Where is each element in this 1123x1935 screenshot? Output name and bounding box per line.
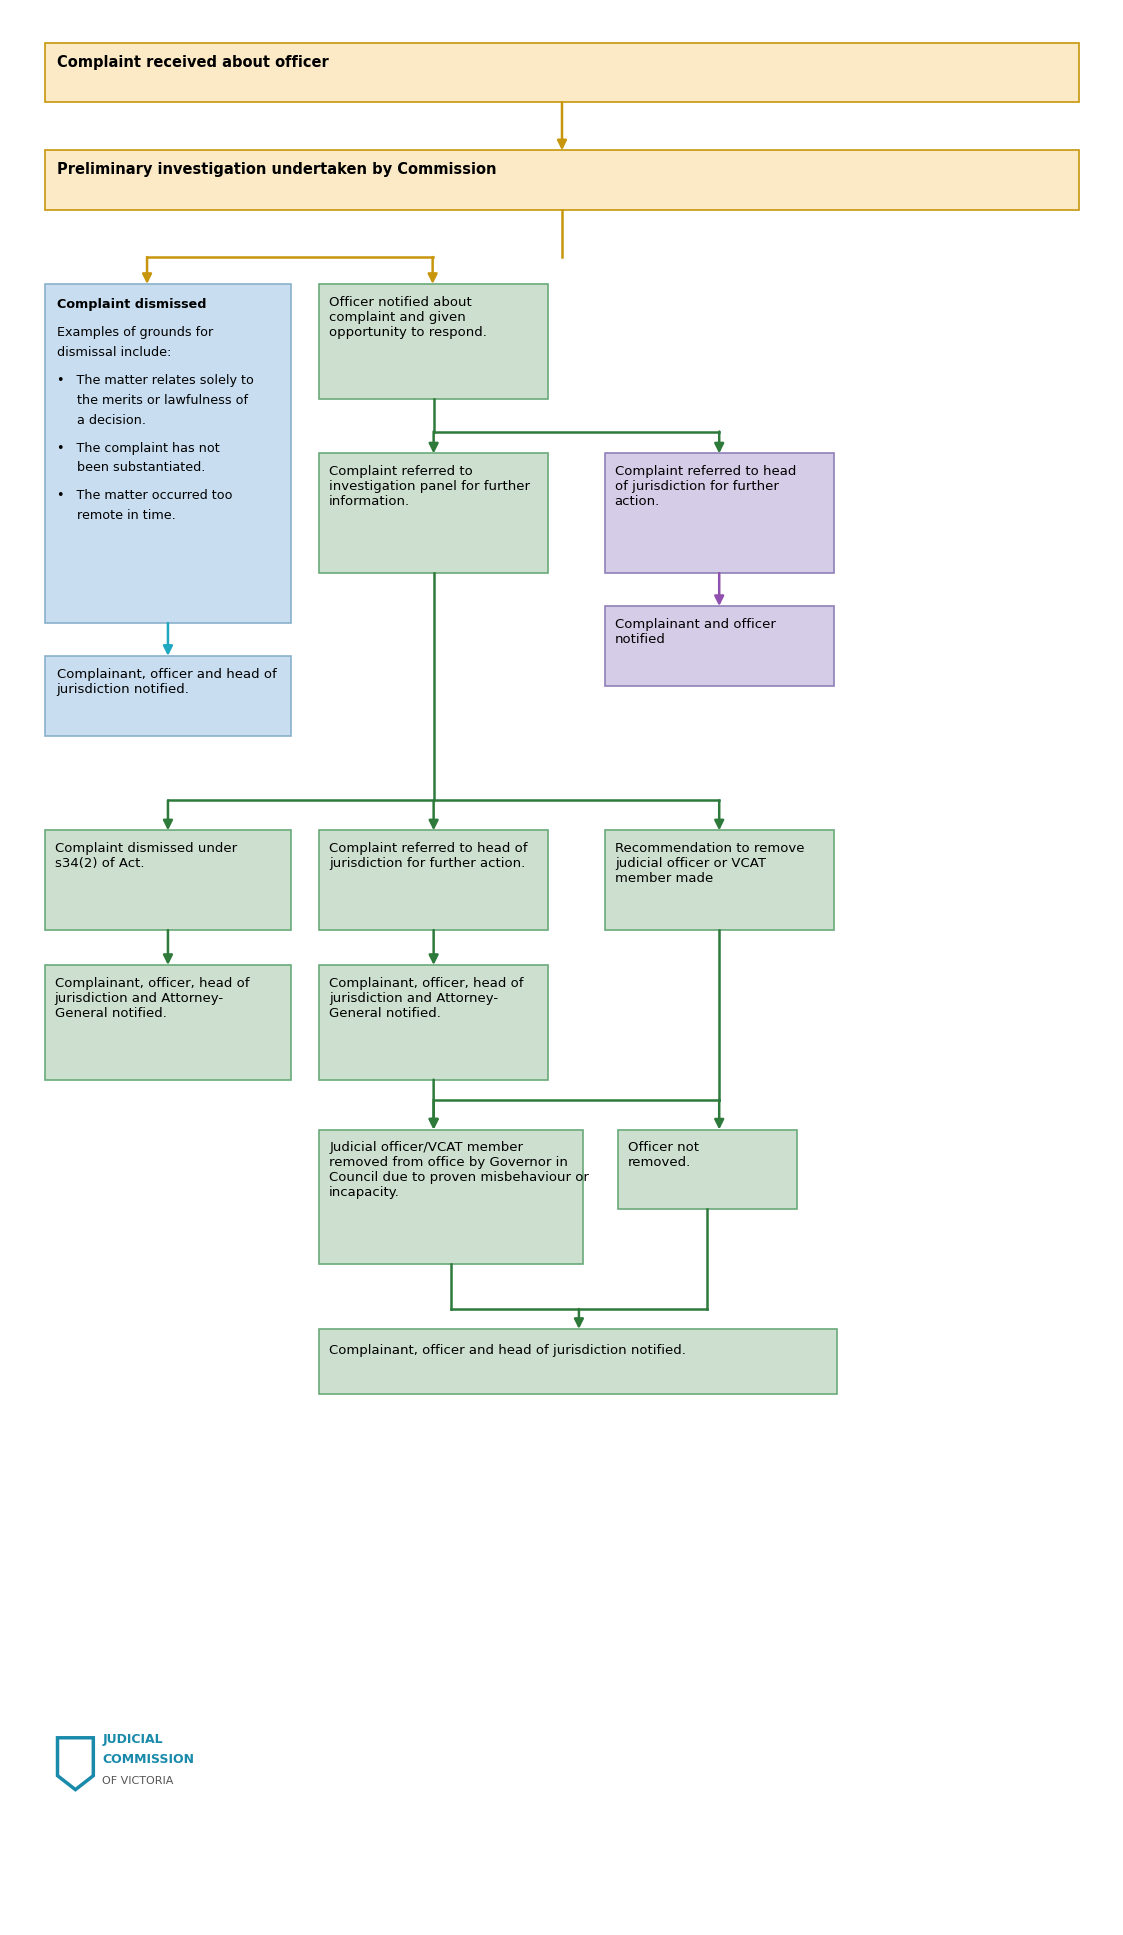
Text: Complaint received about officer: Complaint received about officer (56, 54, 328, 70)
Text: JUDICIAL: JUDICIAL (102, 1734, 163, 1745)
Text: Complainant, officer and head of jurisdiction notified.: Complainant, officer and head of jurisdi… (329, 1345, 686, 1356)
FancyBboxPatch shape (319, 284, 548, 399)
FancyBboxPatch shape (605, 606, 833, 685)
Text: Complainant and officer
notified: Complainant and officer notified (614, 617, 776, 646)
FancyBboxPatch shape (605, 453, 833, 573)
Text: Examples of grounds for: Examples of grounds for (56, 325, 212, 339)
FancyBboxPatch shape (319, 830, 548, 931)
Text: •   The matter relates solely to: • The matter relates solely to (56, 373, 254, 387)
Text: been substantiated.: been substantiated. (56, 461, 204, 474)
Text: Preliminary investigation undertaken by Commission: Preliminary investigation undertaken by … (56, 163, 496, 178)
Text: Officer notified about
complaint and given
opportunity to respond.: Officer notified about complaint and giv… (329, 296, 487, 339)
Text: Complaint referred to head of
jurisdiction for further action.: Complaint referred to head of jurisdicti… (329, 842, 528, 871)
Text: Complaint dismissed under
s34(2) of Act.: Complaint dismissed under s34(2) of Act. (55, 842, 237, 871)
Text: Complainant, officer and head of
jurisdiction notified.: Complainant, officer and head of jurisdi… (56, 668, 276, 697)
FancyBboxPatch shape (319, 1329, 837, 1393)
FancyBboxPatch shape (319, 966, 548, 1080)
Text: Complainant, officer, head of
jurisdiction and Attorney-
General notified.: Complainant, officer, head of jurisdicti… (55, 977, 249, 1020)
Text: OF VICTORIA: OF VICTORIA (102, 1776, 174, 1786)
FancyBboxPatch shape (45, 284, 291, 623)
Text: Complaint dismissed: Complaint dismissed (56, 298, 206, 312)
Text: COMMISSION: COMMISSION (102, 1753, 194, 1767)
FancyBboxPatch shape (605, 830, 833, 931)
Text: Complainant, officer, head of
jurisdiction and Attorney-
General notified.: Complainant, officer, head of jurisdicti… (329, 977, 523, 1020)
Text: Recommendation to remove
judicial officer or VCAT
member made: Recommendation to remove judicial office… (614, 842, 804, 886)
FancyBboxPatch shape (618, 1130, 797, 1209)
FancyBboxPatch shape (45, 966, 291, 1080)
Text: Officer not
removed.: Officer not removed. (628, 1142, 699, 1169)
Text: •   The complaint has not: • The complaint has not (56, 441, 219, 455)
Text: Complaint referred to
investigation panel for further
information.: Complaint referred to investigation pane… (329, 466, 530, 509)
FancyBboxPatch shape (45, 830, 291, 931)
Text: dismissal include:: dismissal include: (56, 346, 171, 358)
Text: remote in time.: remote in time. (56, 509, 175, 522)
FancyBboxPatch shape (45, 656, 291, 735)
FancyBboxPatch shape (45, 43, 1079, 103)
Text: Judicial officer/VCAT member
removed from office by Governor in
Council due to p: Judicial officer/VCAT member removed fro… (329, 1142, 590, 1200)
Text: Complaint referred to head
of jurisdiction for further
action.: Complaint referred to head of jurisdicti… (614, 466, 796, 509)
FancyBboxPatch shape (319, 453, 548, 573)
FancyBboxPatch shape (45, 151, 1079, 211)
Text: the merits or lawfulness of: the merits or lawfulness of (56, 393, 247, 406)
Text: a decision.: a decision. (56, 414, 146, 426)
Text: •   The matter occurred too: • The matter occurred too (56, 490, 232, 503)
FancyBboxPatch shape (319, 1130, 583, 1264)
